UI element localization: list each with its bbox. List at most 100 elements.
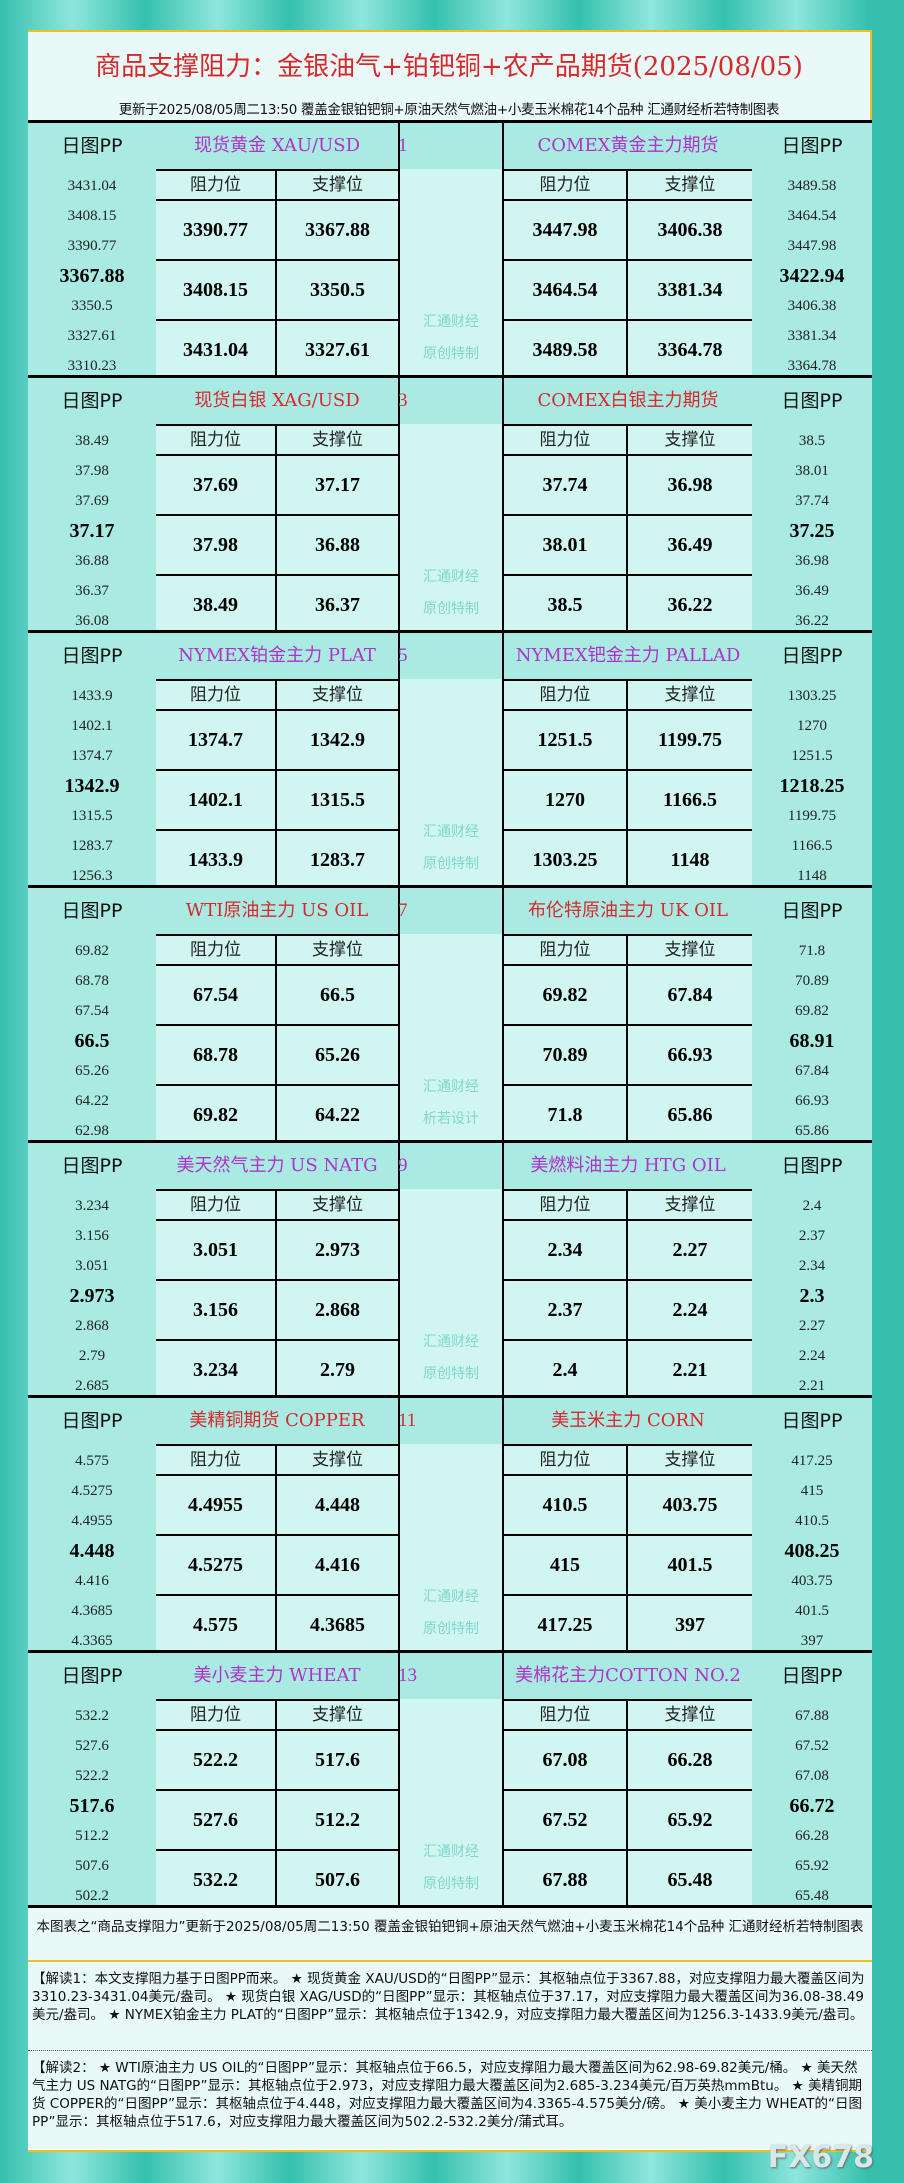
pp-level: 1251.5: [791, 748, 833, 764]
resistance-value: 38.49: [156, 576, 277, 636]
pp-level: 62.98: [75, 1123, 109, 1139]
pp-level: 67.88: [795, 1708, 829, 1724]
pp-level: 71.8: [798, 943, 826, 959]
watermark-text: 原创特制: [423, 1366, 479, 1382]
pivot-point: 3422.94: [779, 265, 845, 287]
pp-level: 1303.25: [787, 688, 837, 704]
support-value: 3406.38: [628, 201, 752, 261]
pp-header: 日图PP: [61, 1155, 123, 1177]
commodity-section: 日图PP 3431.04 3408.15 3390.77 3367.88 3350.5 33…: [28, 120, 872, 381]
support-value: 512.2: [277, 1791, 398, 1851]
pp-level: 410.5: [795, 1513, 829, 1529]
watermark-text: 析若设计: [423, 1111, 479, 1127]
support-value: 65.48: [667, 1869, 713, 1891]
pp-level: 36.22: [795, 613, 829, 629]
levels-table-right: 阻力位 支撑位 37.74 36.98 38.01 36.49 38.5 36.22: [504, 424, 752, 636]
center-column: 汇通财经 原创特制: [398, 679, 504, 885]
pp-level: 67.54: [75, 1003, 109, 1019]
pp-level: 502.2: [75, 1888, 109, 1904]
resistance-value: 1402.1: [156, 771, 277, 831]
resistance-value: 37.74: [504, 456, 628, 516]
section-numbers: 1112: [398, 1398, 504, 1477]
support-value: 36.98: [628, 456, 752, 516]
levels-table-left: 阻力位 支撑位 3.051 2.973 3.156 2.868 3.234 2.79: [156, 1189, 398, 1401]
resistance-value: 532.2: [156, 1851, 277, 1911]
levels-table-left: 阻力位 支撑位 4.4955 4.448 4.5275 4.416 4.575 4.3685: [156, 1444, 398, 1656]
resistance-header: 阻力位: [156, 1701, 277, 1731]
commodity-section: 日图PP 69.82 68.78 67.54 66.5 65.26 64.22 62.98 WT…: [28, 885, 872, 1146]
resistance-header: 阻力位: [504, 681, 628, 711]
watermark-text: 汇通财经: [423, 1079, 479, 1095]
resistance-value: 2.37: [504, 1281, 628, 1341]
pp-level: 66.28: [795, 1828, 829, 1844]
section-numbers: 12: [398, 123, 504, 202]
resistance-value: 67.88: [504, 1851, 628, 1911]
pp-header: 日图PP: [61, 645, 123, 667]
watermark-text: 汇通财经: [423, 569, 479, 585]
pp-level: 3381.34: [787, 328, 837, 344]
resistance-value: 415: [504, 1536, 628, 1596]
watermark-text: 汇通财经: [423, 824, 479, 840]
pivot-point: 4.448: [69, 1540, 115, 1562]
pp-level: 4.416: [75, 1573, 109, 1589]
support-value: 66.28: [628, 1731, 752, 1791]
levels-table-left: 阻力位 支撑位 67.54 66.5 68.78 65.26 69.82 64.22: [156, 934, 398, 1146]
pp-level: 522.2: [75, 1768, 109, 1784]
support-value: 507.6: [315, 1869, 360, 1891]
support-value: 66.5: [277, 966, 398, 1026]
resistance-value: 67.52: [504, 1791, 628, 1851]
interpretation-1: 【解读1：本文支撑阻力基于日图PP而来。 ★ 现货黄金 XAU/USD的“日图P…: [28, 1962, 872, 2051]
pp-column-left: 日图PP 69.82 68.78 67.54 66.5 65.26 64.22 62.98: [28, 888, 156, 1140]
levels-table-left: 阻力位 支撑位 522.2 517.6 527.6 512.2 532.2 507.6: [156, 1699, 398, 1911]
support-value: 401.5: [628, 1536, 752, 1596]
pp-header: 日图PP: [781, 390, 843, 412]
pp-column-right: 日图PP 71.8 70.89 69.82 68.91 67.84 66.93 65.86: [752, 888, 872, 1140]
page-title: 商品支撑阻力：金银油气+铂钯铜+农产品期货(2025/08/05): [95, 52, 803, 82]
support-header: 支撑位: [277, 681, 398, 711]
resistance-value: 1433.9: [156, 831, 277, 891]
pivot-point: 68.91: [789, 1030, 835, 1052]
center-column: 汇通财经 原创特制: [398, 169, 504, 375]
center-column: 汇通财经 原创特制: [398, 1699, 504, 1905]
support-value: 3350.5: [277, 261, 398, 321]
resistance-value: 3.234: [156, 1341, 277, 1401]
pp-level: 37.98: [75, 463, 109, 479]
pp-column-left: 日图PP 3.234 3.156 3.051 2.973 2.868 2.79 2.685: [28, 1143, 156, 1395]
pp-level: 69.82: [795, 1003, 829, 1019]
pivot-point: 2.3: [799, 1285, 825, 1307]
support-value: 397: [675, 1614, 705, 1636]
resistance-value: 3390.77: [156, 201, 277, 261]
center-column: 汇通财经 析若设计: [398, 934, 504, 1140]
pp-column-left: 日图PP 3431.04 3408.15 3390.77 3367.88 3350.5 33…: [28, 123, 156, 375]
support-value: 66.93: [628, 1026, 752, 1086]
resistance-value: 3431.04: [156, 321, 277, 381]
center-header: [398, 888, 504, 934]
pp-level: 397: [800, 1633, 824, 1649]
commodity-section: 日图PP 3.234 3.156 3.051 2.973 2.868 2.79 2.685 美天…: [28, 1140, 872, 1401]
resistance-value: 71.8: [504, 1086, 628, 1146]
instrument-name: NYMEX铂金主力 PLAT: [178, 645, 376, 666]
summary-note: 本图表之“商品支撑阻力”更新于2025/08/05周二13:50 覆盖金银铂钯铜…: [28, 1905, 872, 1962]
pp-header: 日图PP: [61, 135, 123, 157]
resistance-header: 阻力位: [504, 426, 628, 456]
levels-table-left: 阻力位 支撑位 1374.7 1342.9 1402.1 1315.5 1433.9 1283…: [156, 679, 398, 891]
support-value: 2.24: [628, 1281, 752, 1341]
pp-header: 日图PP: [61, 390, 123, 412]
resistance-header: 阻力位: [156, 1446, 277, 1476]
pp-level: 1256.3: [71, 868, 113, 884]
pp-level: 403.75: [791, 1573, 833, 1589]
pp-level: 1315.5: [71, 808, 113, 824]
commodity-section: 日图PP 1433.9 1402.1 1374.7 1342.9 1315.5 1283.7…: [28, 630, 872, 891]
pp-level: 66.93: [795, 1093, 829, 1109]
resistance-value: 4.4955: [156, 1476, 277, 1536]
pivot-point: 408.25: [784, 1540, 840, 1562]
pp-level: 2.868: [75, 1318, 109, 1334]
pp-level: 4.3685: [71, 1603, 113, 1619]
pp-level: 4.4955: [71, 1513, 113, 1529]
resistance-header: 阻力位: [504, 1446, 628, 1476]
watermark-text: 汇通财经: [423, 1844, 479, 1860]
resistance-value: 67.08: [504, 1731, 628, 1791]
support-value: 4.416: [277, 1536, 398, 1596]
pp-level: 36.08: [75, 613, 109, 629]
resistance-header: 阻力位: [504, 1191, 628, 1221]
